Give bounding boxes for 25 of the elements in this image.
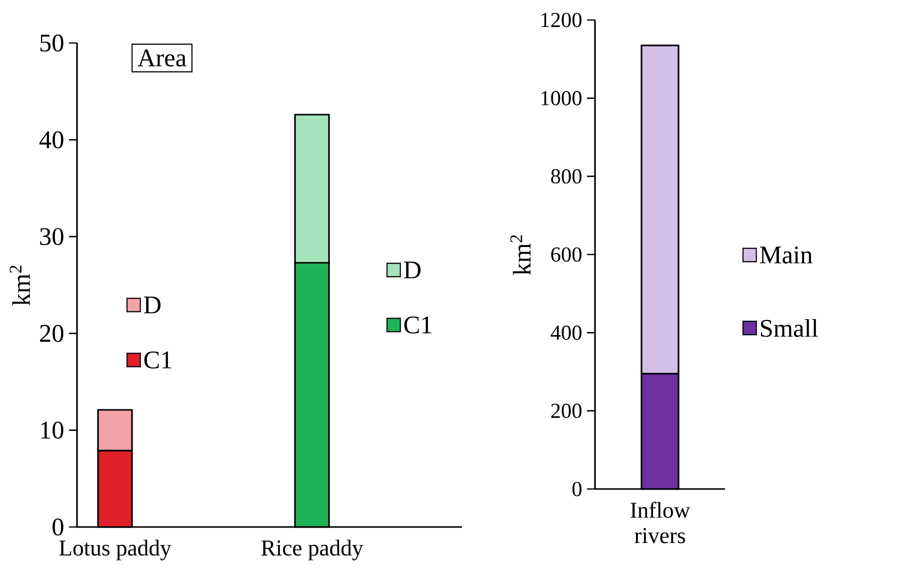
chart-title: Area [138, 50, 186, 66]
legend-label: D [144, 296, 161, 314]
y-tick-label: 20 [40, 324, 64, 342]
y-tick-label: 0 [572, 482, 582, 496]
y-axis-title: km$^{2}$ [10, 266, 30, 306]
y-axis-title: km$^{2}$ [510, 235, 530, 275]
y-tick-label: 30 [40, 228, 64, 246]
y-tick-label: 800 [551, 169, 582, 184]
legend-label: Main [760, 246, 812, 264]
x-tick-label: Lotus paddy [59, 540, 172, 560]
legend-label: Small [760, 319, 818, 337]
x-tick-label: Inflow rivers [630, 502, 690, 544]
y-tick-label: 10 [41, 422, 64, 439]
x-tick-label: Rice paddy [261, 540, 364, 560]
y-tick-label: 200 [551, 404, 582, 418]
y-tick-label: 50 [40, 34, 64, 52]
y-tick-label: 600 [551, 247, 582, 262]
legend-label: C1 [144, 351, 172, 369]
y-tick-label: 0 [52, 518, 64, 536]
y-tick-label: 40 [39, 131, 64, 148]
legend-label: C1 [404, 316, 432, 334]
legend-label: D [404, 262, 421, 278]
y-tick-label: 1200 [542, 12, 582, 28]
y-tick-label: 1000 [542, 90, 582, 106]
y-tick-label: 400 [550, 325, 582, 340]
